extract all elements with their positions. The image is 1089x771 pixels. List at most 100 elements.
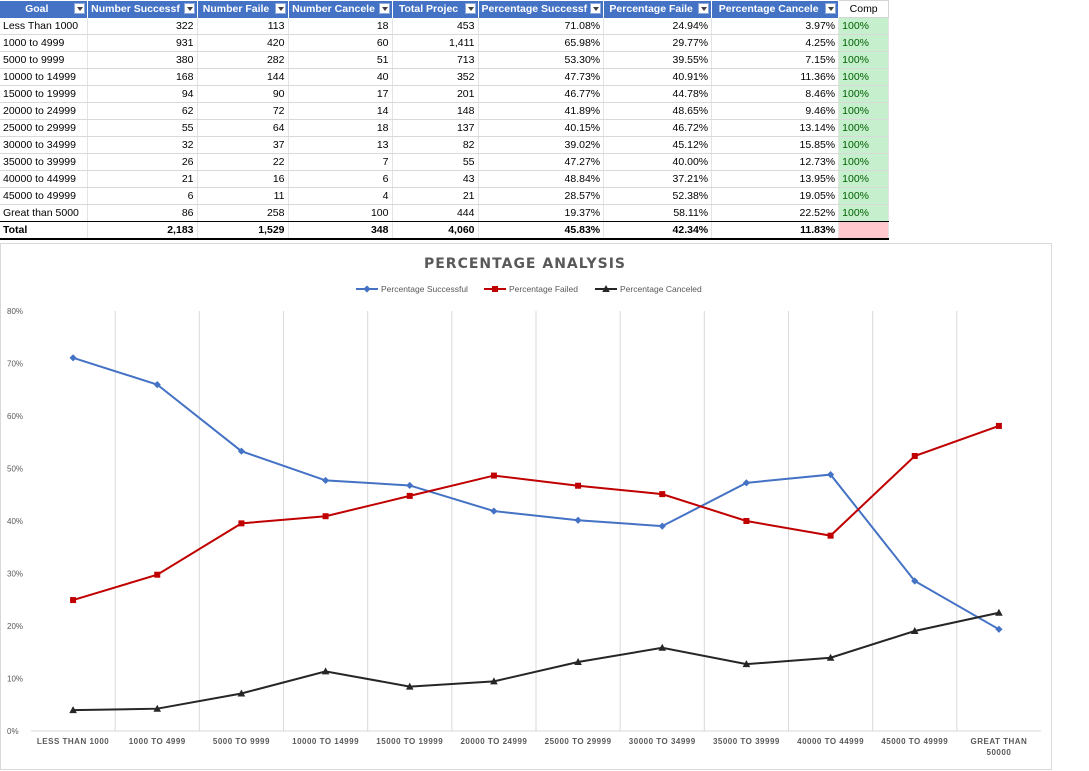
cell-total-projects[interactable]: 21 xyxy=(392,187,479,205)
cell-pct-successful[interactable]: 39.02% xyxy=(478,136,605,154)
filter-dropdown-icon[interactable] xyxy=(183,2,195,14)
cell-number-canceled[interactable]: 4 xyxy=(288,187,393,205)
cell-goal[interactable]: 1000 to 4999 xyxy=(0,34,88,52)
cell-total-projects[interactable]: 137 xyxy=(392,119,479,137)
cell-pct-successful[interactable]: 47.27% xyxy=(478,153,605,171)
cell-total-projects[interactable]: 148 xyxy=(392,102,479,120)
cell-comp[interactable]: 100% xyxy=(838,102,890,120)
cell-pct-successful[interactable]: 41.89% xyxy=(478,102,605,120)
data-point-triangle[interactable] xyxy=(153,704,162,712)
data-point-diamond[interactable] xyxy=(742,479,751,487)
legend-item[interactable]: Percentage Failed xyxy=(484,284,578,294)
cell-number-canceled[interactable]: 60 xyxy=(288,34,393,52)
header-number-successful[interactable]: Number Successf xyxy=(87,0,198,18)
cell-pct-failed[interactable]: 39.55% xyxy=(603,51,713,69)
legend-marker[interactable] xyxy=(602,285,610,292)
cell-number-failed[interactable]: 258 xyxy=(197,204,289,222)
cell-number-failed[interactable]: 64 xyxy=(197,119,289,137)
cell-pct-failed[interactable]: 58.11% xyxy=(603,204,713,222)
header-percentage-failed[interactable]: Percentage Faile xyxy=(603,0,713,18)
cell-total-projects[interactable]: 43 xyxy=(392,170,479,188)
data-point-diamond[interactable] xyxy=(69,354,77,362)
data-point-diamond[interactable] xyxy=(574,516,582,524)
legend-item[interactable]: Percentage Canceled xyxy=(595,284,702,294)
cell-comp[interactable]: 100% xyxy=(838,153,890,171)
data-point-square[interactable] xyxy=(995,422,1002,429)
header-number-failed[interactable]: Number Faile xyxy=(197,0,289,18)
data-point-square[interactable] xyxy=(575,482,582,489)
series-percentage-failed[interactable] xyxy=(70,422,1002,604)
cell-number-failed[interactable]: 72 xyxy=(197,102,289,120)
cell-goal[interactable]: 30000 to 34999 xyxy=(0,136,88,154)
cell-pct-failed[interactable]: 37.21% xyxy=(603,170,713,188)
cell-comp[interactable]: 100% xyxy=(838,68,890,86)
data-point-triangle[interactable] xyxy=(69,706,77,714)
cell-pct-canceled[interactable]: 4.25% xyxy=(711,34,840,52)
cell-pct-canceled[interactable]: 3.97% xyxy=(711,17,840,35)
filter-dropdown-icon[interactable] xyxy=(378,2,390,14)
cell-pct-canceled[interactable]: 8.46% xyxy=(711,85,840,103)
cell-pct-successful[interactable]: 19.37% xyxy=(478,204,605,222)
header-percentage-successful[interactable]: Percentage Successf xyxy=(478,0,605,18)
data-point-diamond[interactable] xyxy=(406,481,414,490)
data-point-diamond[interactable] xyxy=(995,625,1003,633)
data-point-square[interactable] xyxy=(911,453,918,460)
cell-goal[interactable]: 15000 to 19999 xyxy=(0,85,88,103)
filter-dropdown-icon[interactable] xyxy=(825,2,837,14)
cell-number-canceled[interactable]: 17 xyxy=(288,85,393,103)
data-point-triangle[interactable] xyxy=(910,626,919,634)
cell-pct-canceled[interactable]: 9.46% xyxy=(711,102,840,120)
cell-total-projects[interactable]: 82 xyxy=(392,136,479,154)
cell-number-successful[interactable]: 168 xyxy=(87,68,198,86)
cell-goal[interactable]: Less Than 1000 xyxy=(0,17,88,35)
total-cell-comp[interactable] xyxy=(838,221,890,240)
data-point-triangle[interactable] xyxy=(742,660,751,668)
data-point-square[interactable] xyxy=(827,532,834,539)
cell-pct-successful[interactable]: 47.73% xyxy=(478,68,605,86)
data-point-triangle[interactable] xyxy=(574,658,582,666)
legend-marker[interactable] xyxy=(363,285,371,293)
cell-number-successful[interactable]: 6 xyxy=(87,187,198,205)
cell-pct-failed[interactable]: 40.91% xyxy=(603,68,713,86)
data-point-square[interactable] xyxy=(322,513,329,520)
total-cell-pct-failed[interactable]: 42.34% xyxy=(603,221,713,240)
cell-pct-successful[interactable]: 48.84% xyxy=(478,170,605,188)
legend-item[interactable]: Percentage Successful xyxy=(356,284,468,294)
cell-number-successful[interactable]: 21 xyxy=(87,170,198,188)
cell-number-failed[interactable]: 22 xyxy=(197,153,289,171)
series-line[interactable] xyxy=(73,611,1000,712)
data-point-diamond[interactable] xyxy=(658,522,666,530)
cell-number-successful[interactable]: 931 xyxy=(87,34,198,52)
cell-goal[interactable]: 10000 to 14999 xyxy=(0,68,88,86)
cell-number-successful[interactable]: 94 xyxy=(87,85,198,103)
data-point-square[interactable] xyxy=(238,520,245,527)
legend-marker[interactable] xyxy=(492,286,498,292)
series-percentage-canceled[interactable] xyxy=(69,608,1003,714)
cell-total-projects[interactable]: 55 xyxy=(392,153,479,171)
header-number-canceled[interactable]: Number Cancele xyxy=(288,0,393,18)
total-cell-goal[interactable]: Total xyxy=(0,221,88,240)
data-point-square[interactable] xyxy=(406,492,413,499)
cell-goal[interactable]: 45000 to 49999 xyxy=(0,187,88,205)
cell-number-failed[interactable]: 113 xyxy=(197,17,289,35)
data-point-triangle[interactable] xyxy=(658,643,667,651)
cell-number-failed[interactable]: 144 xyxy=(197,68,289,86)
data-point-diamond[interactable] xyxy=(321,476,330,485)
data-point-square[interactable] xyxy=(659,491,666,498)
cell-number-successful[interactable]: 86 xyxy=(87,204,198,222)
cell-pct-canceled[interactable]: 12.73% xyxy=(711,153,840,171)
chart-legend[interactable]: Percentage Successful Percentage Failed Pe… xyxy=(356,284,702,294)
cell-pct-failed[interactable]: 44.78% xyxy=(603,85,713,103)
cell-pct-canceled[interactable]: 15.85% xyxy=(711,136,840,154)
cell-comp[interactable]: 100% xyxy=(838,51,890,69)
cell-goal[interactable]: 20000 to 24999 xyxy=(0,102,88,120)
filter-dropdown-icon[interactable] xyxy=(274,2,286,14)
cell-goal[interactable]: 35000 to 39999 xyxy=(0,153,88,171)
cell-number-successful[interactable]: 55 xyxy=(87,119,198,137)
cell-pct-successful[interactable]: 65.98% xyxy=(478,34,605,52)
total-cell-pct-successful[interactable]: 45.83% xyxy=(478,221,605,240)
cell-pct-successful[interactable]: 40.15% xyxy=(478,119,605,137)
cell-pct-canceled[interactable]: 11.36% xyxy=(711,68,840,86)
cell-comp[interactable]: 100% xyxy=(838,34,890,52)
total-cell-number-successful[interactable]: 2,183 xyxy=(87,221,198,240)
